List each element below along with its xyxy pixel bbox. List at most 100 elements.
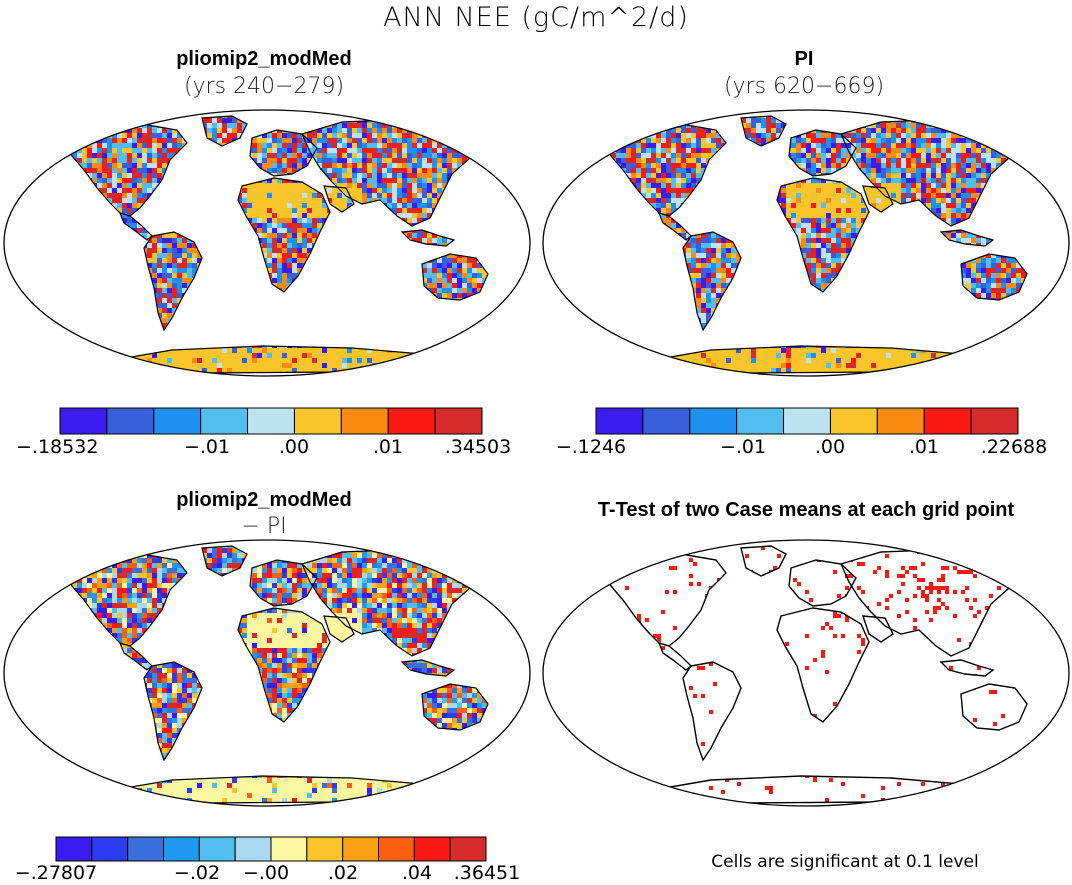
coastline-indonesia [939,659,995,677]
colorbar-swatch [293,407,342,435]
colorbar-swatch [970,407,1019,435]
map-panel-bottom-left [3,539,531,807]
colorbar-swatch [247,407,295,435]
coastline-north-america [600,123,727,217]
colorbar-swatch [340,407,389,435]
colorbar-swatch [689,407,738,435]
colorbar-swatch [387,407,436,435]
colorbar-label: .34503 [444,436,512,458]
coastline-africa [237,607,331,723]
colorbar-swatch [449,836,487,862]
map-panel-bottom-right [542,539,1070,807]
colorbar-label: −.01 [183,436,231,458]
colorbar-label: .22688 [980,436,1048,458]
colorbar-label: .02 [327,862,359,884]
coastline-indonesia [400,659,456,677]
coastline-north-america [61,553,188,647]
colorbar-label: −.01 [719,436,767,458]
map-frame [3,539,531,807]
panel-subtitle-bottom-left: − PI [241,514,287,539]
colorbar-label: .36451 [453,862,521,884]
colorbar-top-right [595,407,1019,435]
colorbar-label: −.1246 [555,436,627,458]
coastline-central-america [657,212,692,241]
panel-title-bottom-right: T-Test of two Case means at each grid po… [597,499,1015,521]
coastline-australia [960,253,1028,301]
coastline-arabia [862,185,894,213]
coastlines [599,545,1028,804]
coastline-greenland [740,545,787,577]
colorbar-swatch [342,836,379,862]
colorbar-label: .00 [278,436,310,458]
coastline-arabia [861,615,894,643]
colorbar-label: .00 [814,436,846,458]
colorbar-swatch [127,836,164,862]
colorbar-swatch [876,407,925,435]
coastline-arabia [323,185,355,213]
coastline-greenland [740,115,787,147]
coastline-north-america [599,553,727,647]
coastline-europe [788,129,857,177]
coastline-australia [421,253,489,301]
colorbar-swatch [153,407,202,435]
map-frame [542,109,1070,377]
coastlines [61,115,489,374]
map-frame [542,539,1070,807]
colorbar-bottom-left [55,836,487,862]
colorbar-label: −.00 [242,862,290,884]
colorbar-label: .01 [372,436,404,458]
colorbar-swatch [306,836,344,862]
colorbar-swatch [198,836,236,862]
colorbar-swatch [783,407,831,435]
colorbar-swatch [59,407,108,435]
coastline-north-america [61,123,188,217]
coastline-south-america [143,661,203,762]
coastline-south-america [143,231,203,332]
colorbar-swatch [200,407,249,435]
colorbar-swatch [91,836,129,862]
colorbar-swatch [55,836,93,862]
colorbar-swatch [434,407,483,435]
colorbar-swatch [106,407,155,435]
colorbar-label: .01 [908,436,940,458]
coastline-central-america [118,212,153,241]
colorbar-swatch [234,836,272,862]
significance-note: Cells are significant at 0.1 level [711,852,979,872]
colorbar-label: −.27807 [14,862,98,884]
coastline-australia [421,683,489,731]
coastline-europe [788,559,857,607]
colorbar-swatch [736,407,785,435]
panel-title-bottom-left: pliomip2_modMed [176,489,352,511]
colorbar-swatch [378,836,415,862]
map-panel-top-right [542,109,1070,377]
panel-title-top-right: PI [794,48,814,70]
colorbar-swatch [595,407,644,435]
colorbar-label: .04 [401,862,433,884]
coastline-central-america [118,642,153,671]
coastline-south-america [682,661,742,762]
colorbar-swatch [829,407,878,435]
coastline-africa [776,177,870,293]
colorbar-swatch [923,407,972,435]
coastline-africa [776,607,870,723]
coastline-arabia [323,615,355,643]
colorbar-swatch [270,836,308,862]
colorbar-top-left [59,407,483,435]
panel-title-top-left: pliomip2_modMed [176,48,352,70]
coastline-greenland [201,545,248,577]
colorbar-swatch [163,836,200,862]
colorbar-swatch [413,836,451,862]
coastline-indonesia [400,229,456,247]
colorbar-label: −.02 [173,862,221,884]
coastline-greenland [201,115,248,147]
colorbar-label: −.18532 [16,436,99,458]
coastline-africa [237,177,331,293]
figure-title: ANN NEE (gC/m^2/d) [383,2,689,33]
coastline-central-america [657,641,693,671]
coastline-australia [960,683,1028,731]
panel-subtitle-top-left: (yrs 240−279) [183,74,345,99]
panel-subtitle-top-right: (yrs 620−669) [723,74,885,99]
map-frame [3,109,531,377]
coastline-europe [249,129,318,177]
map-panel-top-left [3,109,531,377]
